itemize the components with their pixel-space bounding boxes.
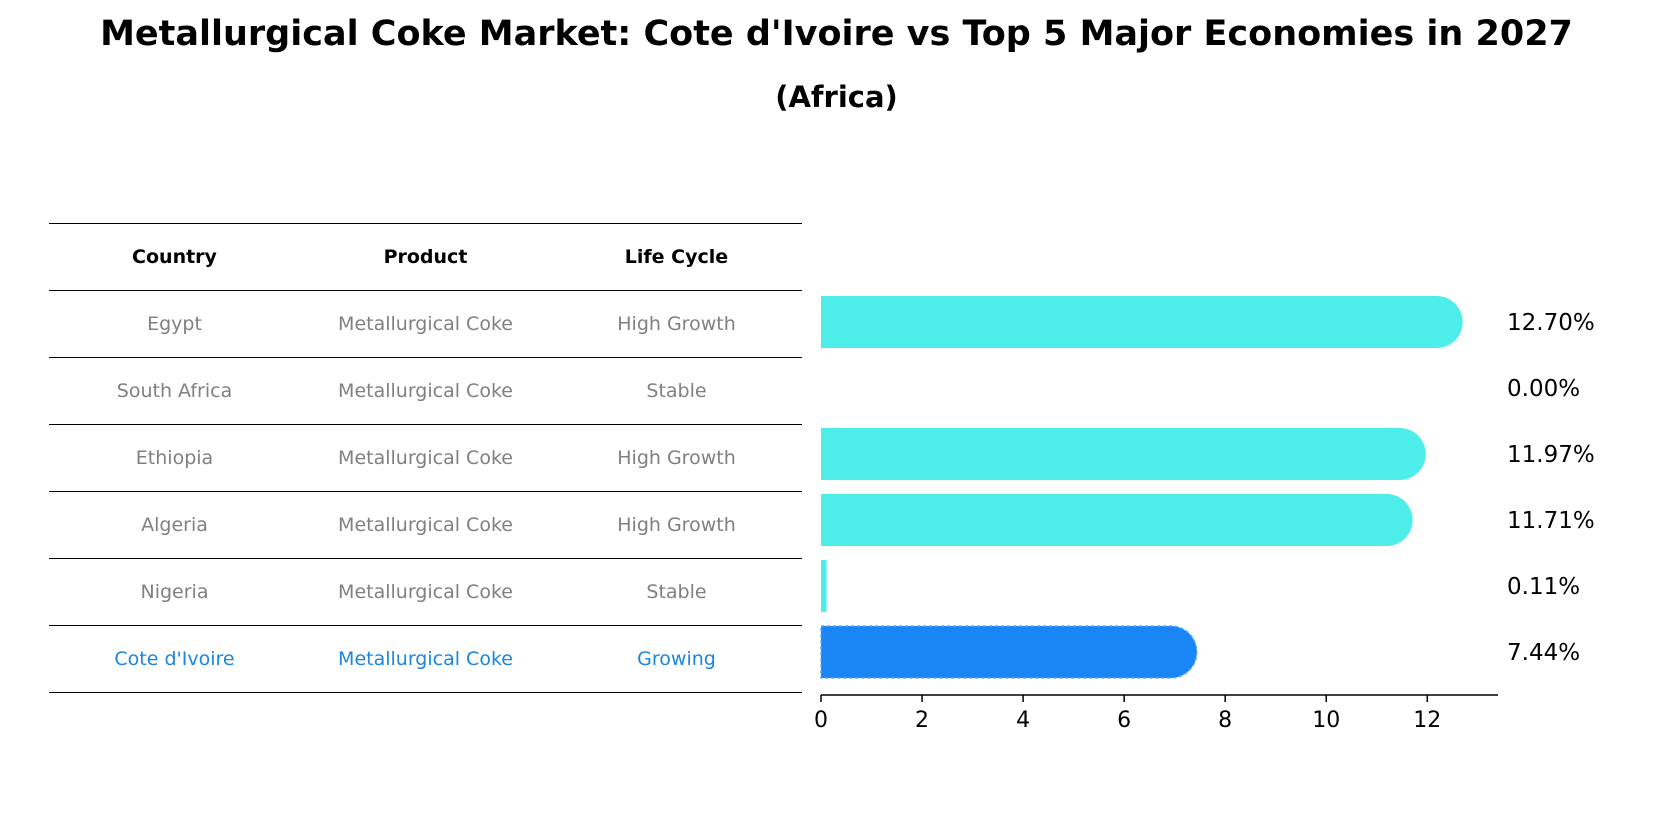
cell-life-cycle: High Growth: [617, 514, 736, 536]
bar: [821, 296, 1463, 348]
header-life-cycle: Life Cycle: [624, 246, 729, 268]
cell-country: Egypt: [147, 313, 202, 335]
table-row: Nigeria Metallurgical Coke Stable: [49, 559, 802, 626]
country-table: Country Product Life Cycle Egypt Metallu…: [49, 223, 802, 693]
table-row: South Africa Metallurgical Coke Stable: [49, 358, 802, 425]
cell-country: South Africa: [116, 380, 233, 402]
chart-title: Metallurgical Coke Market: Cote d'Ivoire…: [100, 14, 1573, 54]
cell-product: Metallurgical Coke: [338, 514, 513, 536]
cell-product: Metallurgical Coke: [338, 447, 513, 469]
table-row: Algeria Metallurgical Coke High Growth: [49, 492, 802, 559]
cell-life-cycle: Growing: [637, 648, 716, 670]
x-tick-label: 6: [1117, 708, 1131, 733]
cell-product: Metallurgical Coke: [338, 380, 513, 402]
cell-country: Cote d'Ivoire: [114, 648, 235, 670]
value-label: 0.11%: [1507, 574, 1580, 600]
bar: [821, 428, 1426, 480]
header-country: Country: [132, 246, 217, 268]
cell-life-cycle: High Growth: [617, 447, 736, 469]
bar: [821, 494, 1413, 546]
table-header-row: Country Product Life Cycle: [49, 223, 802, 291]
table-row: Ethiopia Metallurgical Coke High Growth: [49, 425, 802, 492]
cell-country: Nigeria: [140, 581, 209, 603]
chart-subtitle: (Africa): [775, 80, 898, 114]
x-tick-label: 8: [1218, 708, 1232, 733]
header-product: Product: [383, 246, 468, 268]
cell-product: Metallurgical Coke: [338, 313, 513, 335]
x-tick-label: 4: [1016, 708, 1030, 733]
value-label: 11.97%: [1507, 442, 1595, 468]
cell-product: Metallurgical Coke: [338, 581, 513, 603]
value-label: 7.44%: [1507, 640, 1580, 666]
cell-product: Metallurgical Coke: [338, 648, 513, 670]
value-label: 11.71%: [1507, 508, 1595, 534]
value-label: 12.70%: [1507, 310, 1595, 336]
table-row-highlight: Cote d'Ivoire Metallurgical Coke Growing: [49, 626, 802, 693]
x-tick-label: 2: [915, 708, 929, 733]
bar: [821, 560, 827, 612]
cell-life-cycle: High Growth: [617, 313, 736, 335]
cell-life-cycle: Stable: [646, 581, 707, 603]
x-tick-label: 0: [814, 708, 828, 733]
cell-country: Algeria: [141, 514, 208, 536]
table-row: Egypt Metallurgical Coke High Growth: [49, 291, 802, 358]
x-tick-label: 10: [1312, 708, 1340, 733]
bar-highlight: [820, 625, 1198, 679]
cell-life-cycle: Stable: [646, 380, 707, 402]
value-label: 0.00%: [1507, 376, 1580, 402]
cell-country: Ethiopia: [135, 447, 214, 469]
x-tick-label: 12: [1413, 708, 1441, 733]
